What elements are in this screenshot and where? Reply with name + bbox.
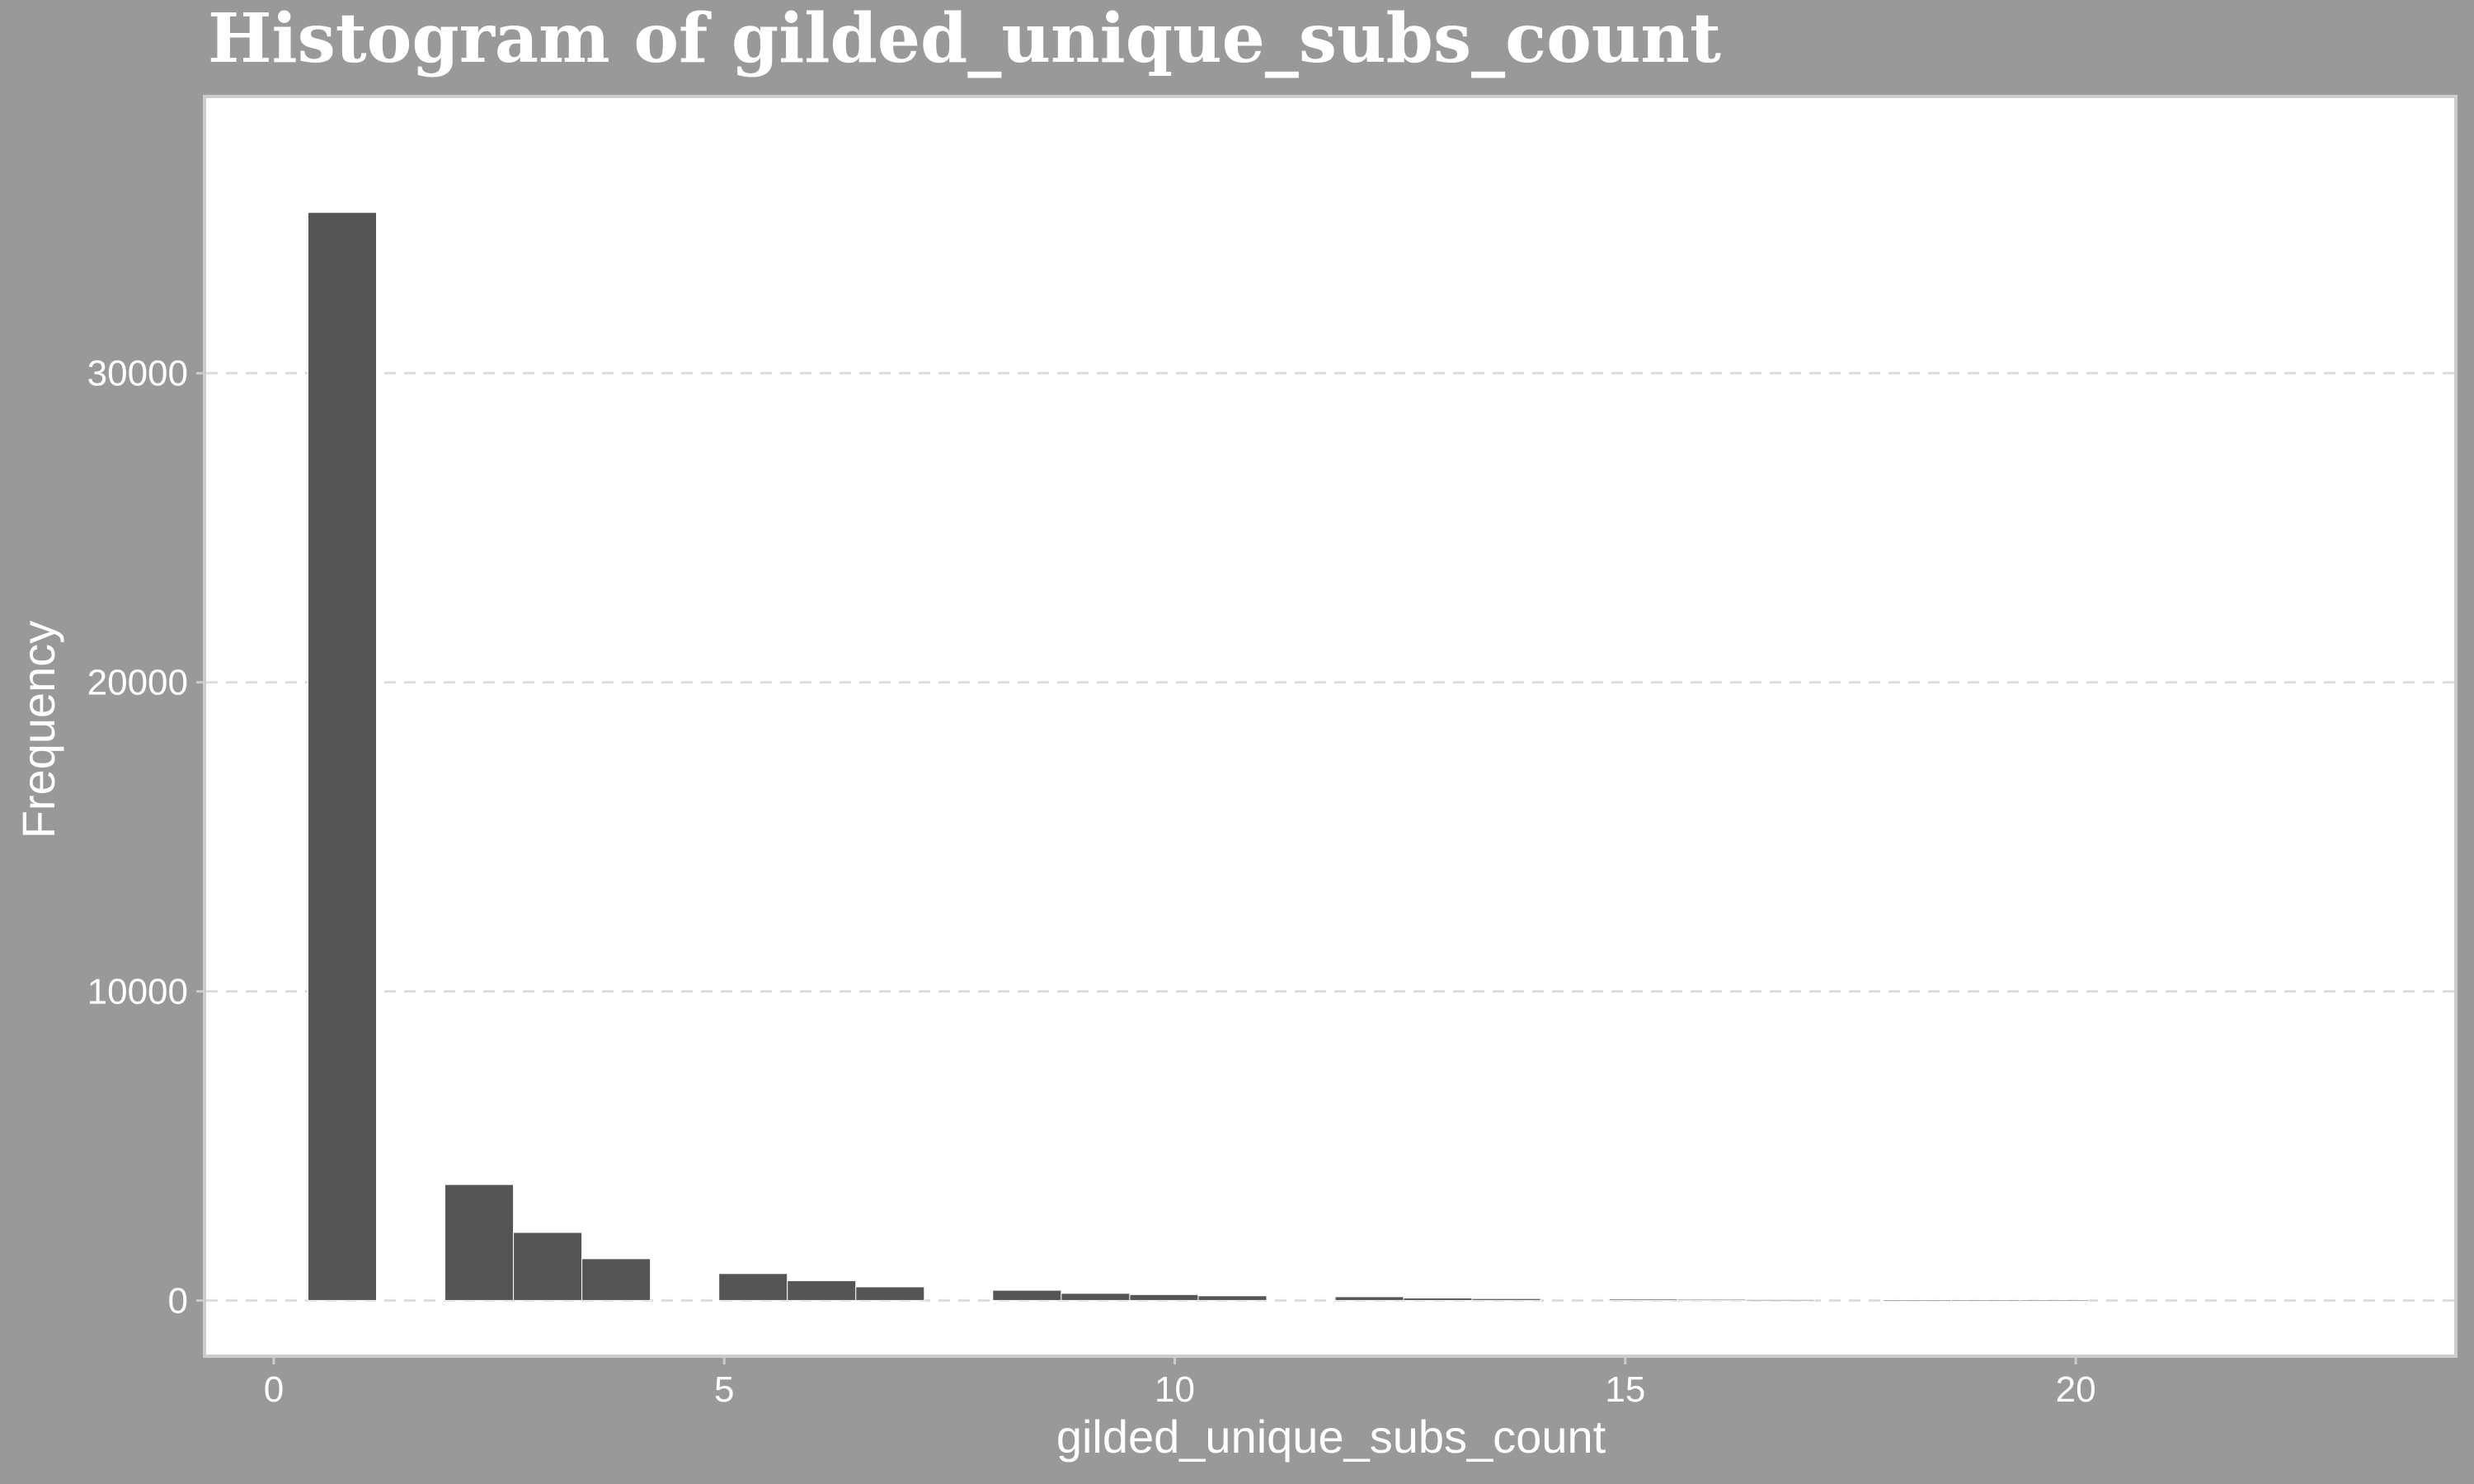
x-tick-label: 20 <box>2056 1369 2096 1410</box>
histogram-bar <box>2019 1299 2089 1303</box>
x-tick-label: 0 <box>264 1369 284 1410</box>
histogram-bar <box>1061 1293 1131 1301</box>
histogram-bar <box>855 1286 925 1301</box>
y-tick-label: 30000 <box>87 354 188 394</box>
x-tick-label: 5 <box>714 1369 734 1410</box>
histogram-bar <box>1882 1299 1952 1302</box>
histogram-bar <box>307 212 377 1301</box>
histogram-bar <box>513 1232 583 1301</box>
histogram-bar <box>992 1289 1062 1301</box>
histogram-bar <box>581 1258 651 1301</box>
x-tick-label: 10 <box>1155 1369 1195 1410</box>
histogram-bar <box>787 1280 857 1301</box>
x-axis-ticks: 0 5 10 15 20 <box>264 1356 2096 1410</box>
y-tick-label: 0 <box>168 1280 188 1321</box>
histogram-bar <box>1608 1298 1678 1301</box>
histogram-bars <box>307 212 2089 1303</box>
y-tick-label: 20000 <box>87 663 188 703</box>
histogram-bar <box>1677 1298 1747 1302</box>
histogram-bar <box>1334 1296 1404 1301</box>
histogram-bar <box>1197 1295 1268 1301</box>
histogram-bar <box>444 1184 515 1301</box>
y-axis-title: Frequency <box>12 621 64 839</box>
x-tick-label: 15 <box>1605 1369 1645 1410</box>
histogram-bar <box>1471 1298 1541 1301</box>
histogram-bar <box>1745 1298 1815 1302</box>
histogram-bar <box>1403 1297 1473 1301</box>
chart-title: Histogram of gilded_unique_subs_count <box>208 0 1721 78</box>
histogram-bar <box>1950 1299 2020 1302</box>
y-tick-label: 10000 <box>87 971 188 1012</box>
panel-frame <box>203 95 2458 1358</box>
histogram-bar <box>718 1273 788 1301</box>
x-axis-title: gilded_unique_subs_count <box>1056 1411 1606 1463</box>
histogram-bar <box>1129 1294 1199 1301</box>
y-axis-ticks: 0 10000 20000 30000 <box>87 354 205 1321</box>
